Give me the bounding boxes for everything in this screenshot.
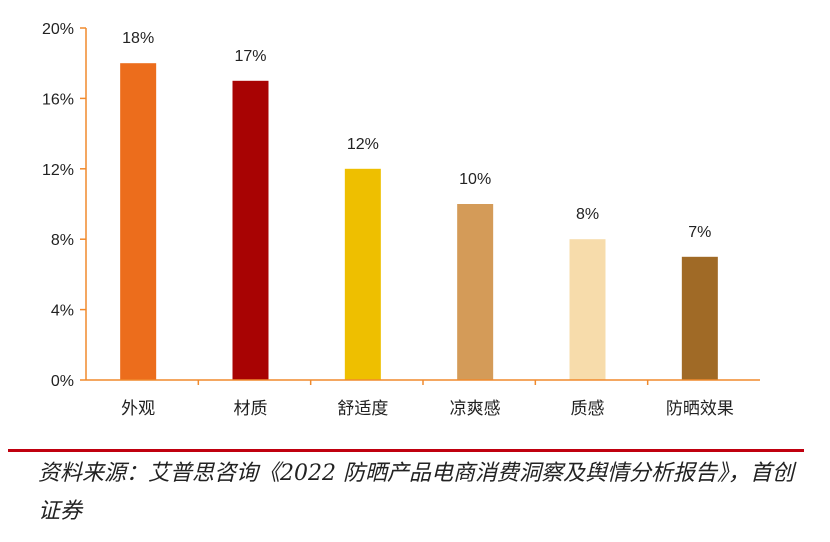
source-note: 资料来源：艾普思咨询《2022 防晒产品电商消费洞察及舆情分析报告》，首创证券 — [38, 461, 794, 524]
data-label: 18% — [122, 30, 154, 47]
bars: 18% 17% 12% 10% 8% 7% — [120, 30, 718, 381]
y-tick-label: 8% — [51, 232, 74, 249]
source-divider — [8, 449, 804, 452]
data-label: 10% — [459, 171, 491, 188]
x-axis: 外观 材质 舒适度 凉爽感 质感 防晒效果 — [86, 379, 760, 419]
x-category-label: 质感 — [571, 399, 605, 419]
data-label: 12% — [347, 136, 379, 153]
y-tick-label: 0% — [51, 373, 74, 390]
x-category-label: 外观 — [121, 399, 155, 419]
bar — [232, 80, 269, 381]
bar — [344, 168, 381, 380]
x-category-label: 舒适度 — [337, 399, 388, 419]
y-axis: 0% 4% 8% 12% 16% 20% — [42, 21, 87, 390]
y-tick-label: 20% — [42, 21, 74, 38]
y-tick-label: 4% — [51, 303, 74, 320]
bar — [569, 239, 606, 380]
data-label: 7% — [688, 224, 711, 241]
bar-chart: 0% 4% 8% 12% 16% 20% 18% 17% 12% 10% 8% 7% 外观 材质 舒适度… — [42, 21, 760, 419]
data-label: 17% — [234, 48, 266, 65]
bar — [681, 256, 718, 380]
data-label: 8% — [576, 206, 599, 223]
x-category-label: 防晒效果 — [666, 399, 734, 419]
y-tick-label: 12% — [42, 162, 74, 179]
bar — [120, 63, 157, 380]
x-category-label: 凉爽感 — [450, 399, 501, 419]
bar — [457, 204, 494, 380]
x-category-label: 材质 — [234, 399, 268, 419]
y-tick-label: 16% — [42, 91, 74, 108]
